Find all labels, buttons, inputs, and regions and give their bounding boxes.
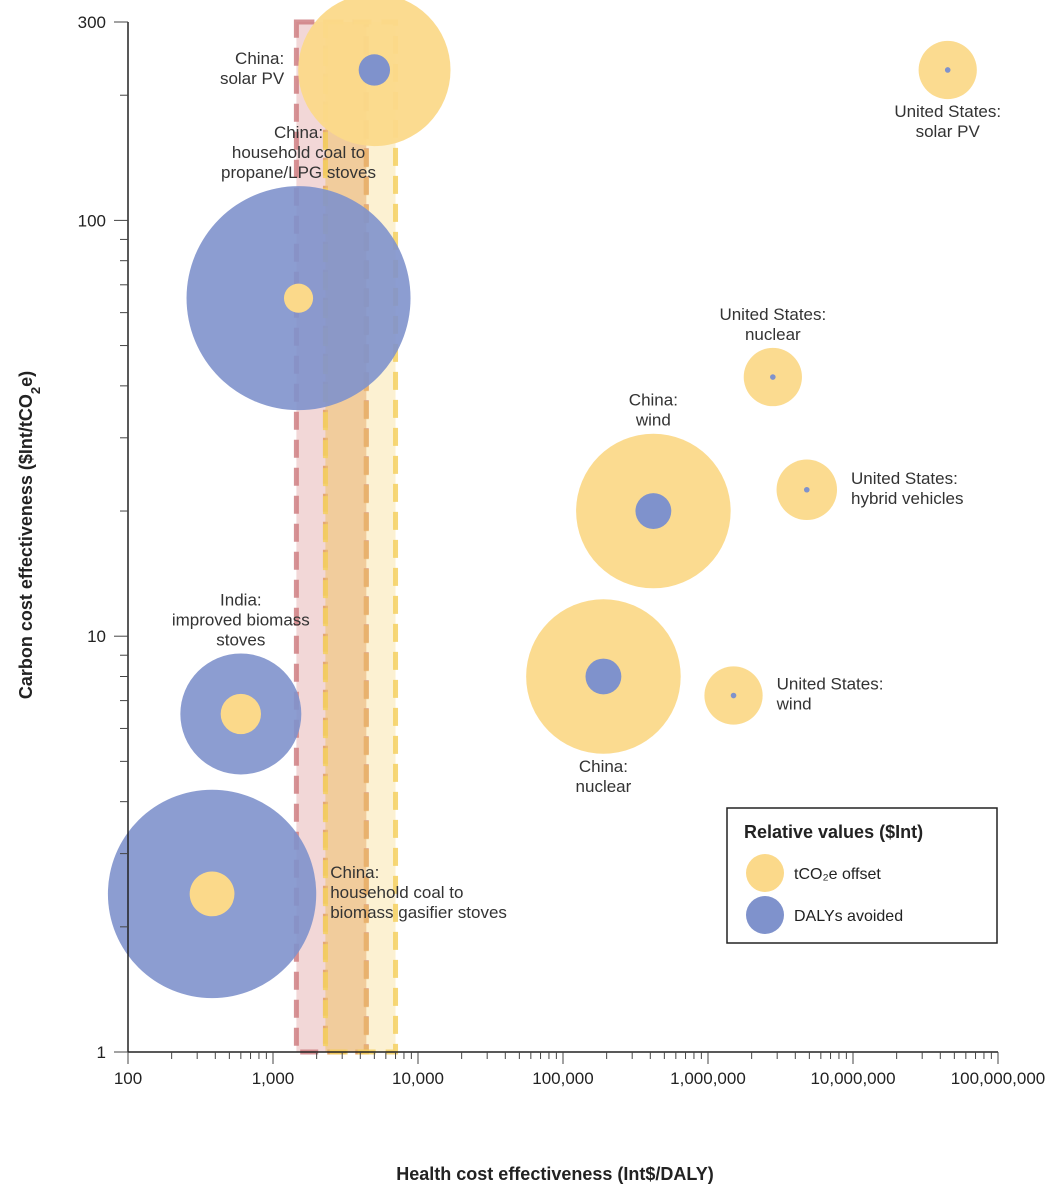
bubble-inner-daly [585,658,622,695]
bubbles [107,0,977,999]
bubble-label: China: wind [629,391,678,430]
y-axis-title: Carbon cost effectiveness ($Int/tCO2e) [16,371,43,699]
bubble-inner-daly [635,493,672,529]
bubble-label: India: improved biomass stoves [172,591,310,650]
bubble-inner-daly [730,692,737,699]
bubble-label: United States: hybrid vehicles [851,469,963,508]
x-tick-label: 1,000 [252,1069,295,1088]
legend-label-tco2e: tCO₂e offset [794,866,881,883]
legend-swatch-tco2e [746,854,784,892]
x-tick-label: 10,000,000 [810,1069,895,1088]
bubble-label: China: household coal to propane/LPG stove… [221,123,376,182]
x-tick-label: 100 [114,1069,142,1088]
x-axis-title: Health cost effectiveness (Int$/DALY) [396,1164,713,1184]
bubble-inner-tco2e [189,871,235,917]
bubble-label: China: solar PV [220,49,285,88]
axes: 100 1,000 10,000 100,000 1,000,000 10,000,000… [78,13,1046,1088]
bubble-inner-daly [358,54,391,86]
bubble-label: China: household coal to biomass gasifier … [330,863,507,922]
x-tick-label: 1,000,000 [670,1069,746,1088]
bubble-label: United States: solar PV [894,102,1001,141]
y-tick-label: 300 [78,13,106,32]
bubble-label: China: nuclear [576,757,632,796]
y-tick-label: 100 [78,211,106,230]
legend: Relative values ($Int) tCO₂e offset DALY… [726,807,998,944]
legend-swatch-daly [746,896,784,934]
y-tick-label: 1 [97,1043,106,1062]
legend-label-daly: DALYs avoided [794,908,903,925]
x-tick-label: 100,000 [532,1069,593,1088]
bubble-inner-daly [770,374,776,380]
legend-title: Relative values ($Int) [744,822,923,842]
bubble-label: United States: wind [776,675,884,714]
bubble-labels: China: household coal to propane/LPG stove… [172,49,1001,922]
y-tick-label: 10 [87,627,106,646]
x-tick-label: 10,000 [392,1069,444,1088]
bubble-inner-daly [803,486,810,493]
bubble-label: United States: nuclear [719,305,826,344]
x-tick-label: 100,000,000 [951,1069,1046,1088]
bubble-inner-tco2e [283,283,314,313]
bubble-inner-tco2e [220,693,261,735]
bubble-inner-daly [944,67,951,73]
